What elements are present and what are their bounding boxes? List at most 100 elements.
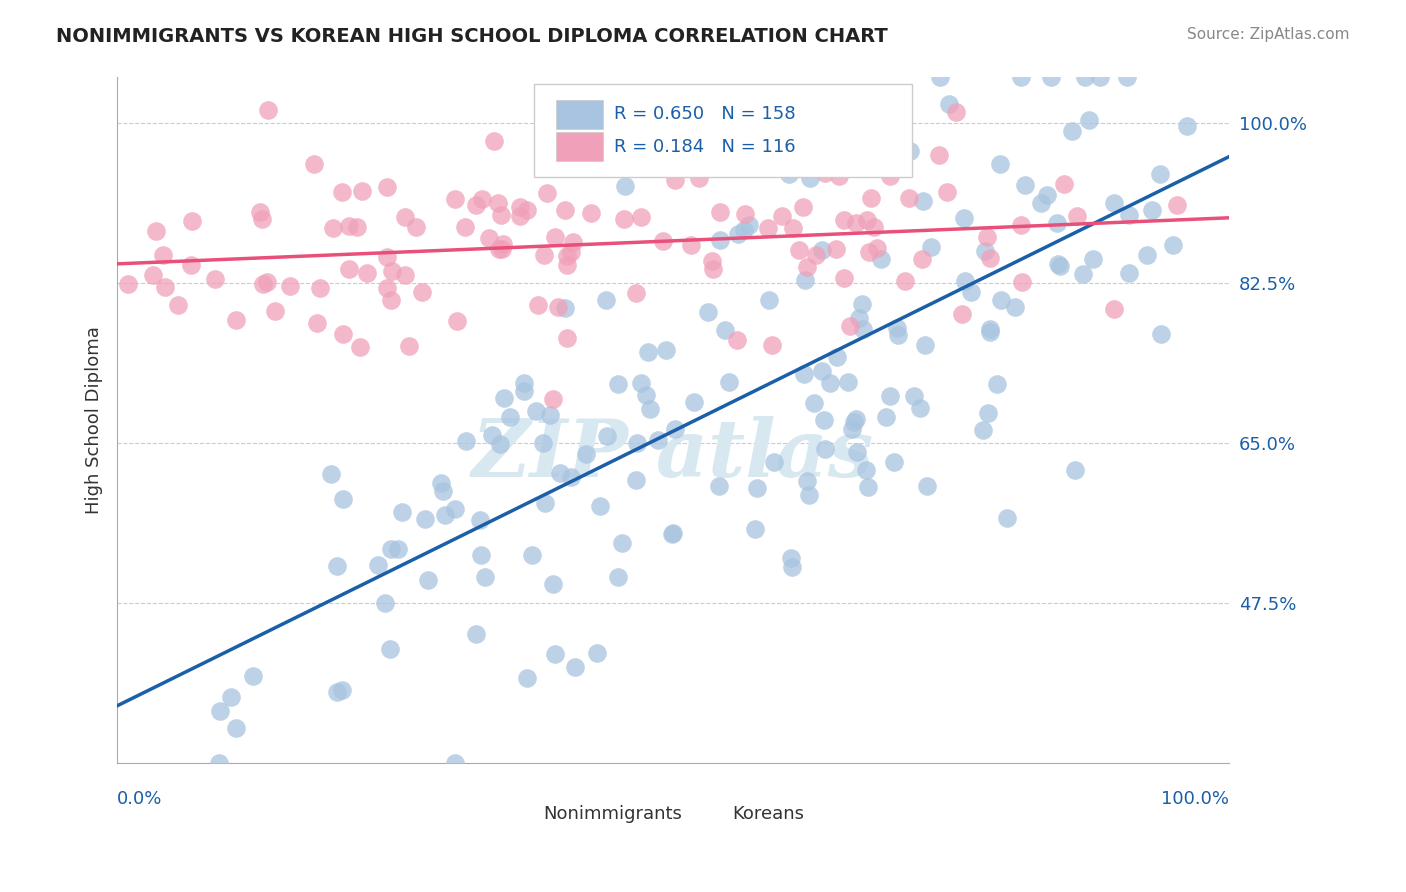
Point xyxy=(204,272,226,286)
Point xyxy=(432,483,454,498)
Point xyxy=(579,206,602,220)
Point xyxy=(492,236,515,251)
Point xyxy=(696,304,718,318)
Point xyxy=(464,627,486,641)
Point xyxy=(637,344,659,359)
Point xyxy=(796,260,818,275)
Point xyxy=(856,213,879,227)
Point xyxy=(938,97,960,112)
Y-axis label: High School Diploma: High School Diploma xyxy=(86,326,103,514)
Point xyxy=(1047,257,1070,271)
Text: NONIMMIGRANTS VS KOREAN HIGH SCHOOL DIPLOMA CORRELATION CHART: NONIMMIGRANTS VS KOREAN HIGH SCHOOL DIPL… xyxy=(56,27,889,45)
Point xyxy=(855,463,877,477)
Point xyxy=(387,541,409,556)
Point xyxy=(1062,124,1084,138)
Point xyxy=(280,278,302,293)
Point xyxy=(955,274,977,288)
Point xyxy=(454,434,477,448)
Point xyxy=(208,756,231,770)
Point xyxy=(249,205,271,219)
Point xyxy=(813,166,835,180)
Point xyxy=(513,384,536,399)
Point xyxy=(886,328,908,343)
Point xyxy=(180,214,202,228)
Point xyxy=(828,169,851,183)
Point xyxy=(883,454,905,468)
Point xyxy=(1088,70,1111,85)
Point xyxy=(1010,218,1032,232)
Point xyxy=(714,323,737,337)
Point xyxy=(928,148,950,162)
Point xyxy=(337,261,360,276)
Point xyxy=(664,422,686,436)
Point xyxy=(1014,178,1036,192)
Point xyxy=(778,167,800,181)
Point xyxy=(349,340,371,354)
Point xyxy=(337,219,360,234)
Point xyxy=(803,396,825,410)
Point xyxy=(586,647,609,661)
Point xyxy=(560,469,582,483)
Point xyxy=(813,413,835,427)
Point xyxy=(225,313,247,327)
Point xyxy=(979,322,1001,336)
Point xyxy=(630,376,652,390)
Point xyxy=(1118,266,1140,280)
Point xyxy=(470,548,492,562)
Point xyxy=(804,248,827,262)
Point xyxy=(852,321,875,335)
Point xyxy=(780,550,803,565)
Point xyxy=(859,191,882,205)
Point xyxy=(1049,259,1071,273)
Text: Nonimmigrants: Nonimmigrants xyxy=(543,805,682,823)
Point xyxy=(893,274,915,288)
Point xyxy=(903,389,925,403)
Point xyxy=(738,145,761,159)
FancyBboxPatch shape xyxy=(534,85,912,177)
Point xyxy=(626,285,648,300)
Point xyxy=(1040,70,1063,85)
Point xyxy=(252,277,274,291)
Point xyxy=(430,476,453,491)
Point xyxy=(875,409,897,424)
Point xyxy=(555,331,578,345)
Point xyxy=(976,406,998,420)
Point xyxy=(380,293,402,307)
Point xyxy=(758,293,780,307)
Point xyxy=(734,207,756,221)
Point xyxy=(780,559,803,574)
Point xyxy=(851,297,873,311)
Point xyxy=(613,212,636,227)
Point xyxy=(848,311,870,326)
Point xyxy=(167,298,190,312)
Point xyxy=(886,320,908,334)
Point xyxy=(841,422,863,436)
Point xyxy=(516,203,538,218)
Point xyxy=(492,391,515,405)
Point xyxy=(1149,167,1171,181)
Point xyxy=(960,285,983,299)
Point xyxy=(862,220,884,235)
Point xyxy=(561,235,583,249)
Point xyxy=(1053,178,1076,192)
Point xyxy=(398,339,420,353)
Point xyxy=(520,548,543,562)
Point xyxy=(929,70,952,85)
Point xyxy=(499,409,522,424)
Point xyxy=(526,298,548,312)
Point xyxy=(444,192,467,206)
FancyBboxPatch shape xyxy=(699,806,727,824)
Point xyxy=(979,326,1001,340)
Point xyxy=(811,243,834,257)
Point xyxy=(1064,463,1087,477)
Point xyxy=(394,268,416,283)
Point xyxy=(555,259,578,273)
Point xyxy=(640,402,662,417)
Point xyxy=(478,231,501,245)
Point xyxy=(380,542,402,557)
Point xyxy=(681,238,703,252)
Point xyxy=(444,501,467,516)
Point xyxy=(799,170,821,185)
Point xyxy=(474,570,496,584)
Point xyxy=(1104,302,1126,317)
